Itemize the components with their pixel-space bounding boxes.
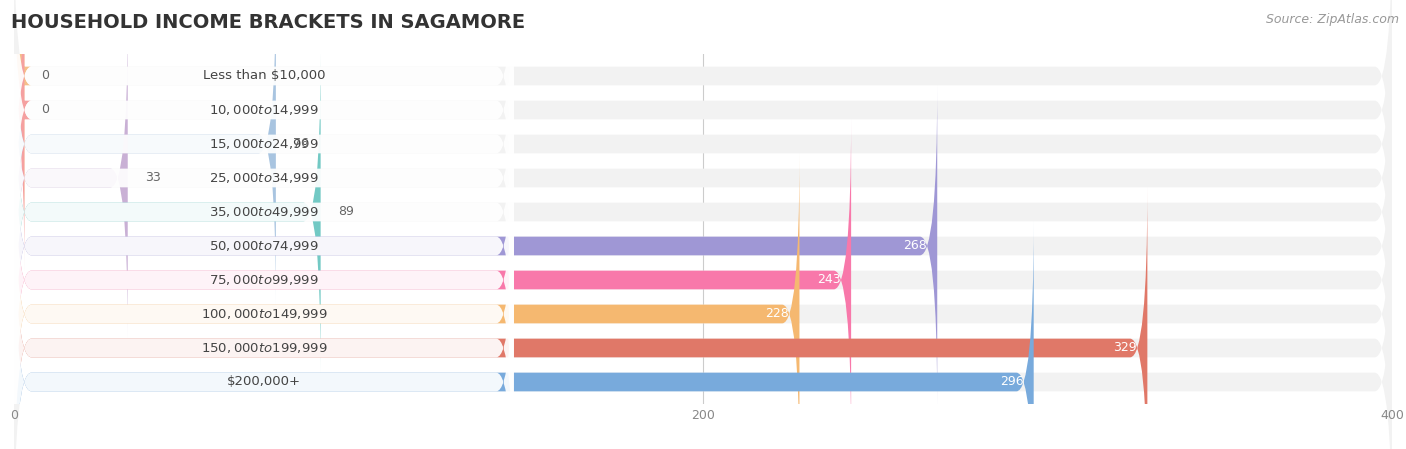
Text: $150,000 to $199,999: $150,000 to $199,999 [201, 341, 328, 355]
Text: Less than $10,000: Less than $10,000 [202, 70, 325, 83]
Text: 329: 329 [1114, 342, 1137, 355]
FancyBboxPatch shape [14, 187, 1392, 449]
FancyBboxPatch shape [14, 85, 938, 407]
Text: 228: 228 [765, 308, 789, 321]
Text: $50,000 to $74,999: $50,000 to $74,999 [209, 239, 319, 253]
FancyBboxPatch shape [7, 0, 31, 237]
FancyBboxPatch shape [14, 119, 851, 440]
FancyBboxPatch shape [14, 0, 1392, 271]
FancyBboxPatch shape [14, 154, 800, 449]
Text: 33: 33 [145, 172, 160, 185]
Text: $15,000 to $24,999: $15,000 to $24,999 [209, 137, 319, 151]
Text: $10,000 to $14,999: $10,000 to $14,999 [209, 103, 319, 117]
Text: Source: ZipAtlas.com: Source: ZipAtlas.com [1265, 13, 1399, 26]
Text: $100,000 to $149,999: $100,000 to $149,999 [201, 307, 328, 321]
FancyBboxPatch shape [14, 154, 513, 449]
FancyBboxPatch shape [14, 0, 513, 271]
Text: $35,000 to $49,999: $35,000 to $49,999 [209, 205, 319, 219]
Text: 0: 0 [42, 70, 49, 83]
Text: 89: 89 [337, 206, 354, 219]
FancyBboxPatch shape [14, 51, 513, 373]
FancyBboxPatch shape [14, 85, 1392, 407]
Text: 296: 296 [1000, 375, 1024, 388]
FancyBboxPatch shape [14, 51, 1392, 373]
FancyBboxPatch shape [14, 51, 321, 373]
FancyBboxPatch shape [14, 221, 1033, 449]
Text: HOUSEHOLD INCOME BRACKETS IN SAGAMORE: HOUSEHOLD INCOME BRACKETS IN SAGAMORE [11, 13, 526, 32]
FancyBboxPatch shape [14, 0, 513, 304]
FancyBboxPatch shape [14, 0, 513, 237]
Text: 76: 76 [292, 137, 309, 150]
FancyBboxPatch shape [14, 0, 1392, 304]
FancyBboxPatch shape [14, 154, 1392, 449]
FancyBboxPatch shape [14, 0, 1392, 237]
FancyBboxPatch shape [7, 0, 31, 271]
FancyBboxPatch shape [14, 119, 513, 440]
FancyBboxPatch shape [14, 221, 1392, 449]
FancyBboxPatch shape [14, 187, 1147, 449]
Text: $25,000 to $34,999: $25,000 to $34,999 [209, 171, 319, 185]
FancyBboxPatch shape [14, 187, 513, 449]
Text: $200,000+: $200,000+ [226, 375, 301, 388]
FancyBboxPatch shape [14, 0, 276, 304]
FancyBboxPatch shape [14, 18, 1392, 339]
Text: 268: 268 [903, 239, 927, 252]
Text: 243: 243 [817, 273, 841, 286]
FancyBboxPatch shape [14, 18, 513, 339]
FancyBboxPatch shape [14, 18, 128, 339]
FancyBboxPatch shape [14, 85, 513, 407]
Text: $75,000 to $99,999: $75,000 to $99,999 [209, 273, 319, 287]
Text: 0: 0 [42, 103, 49, 116]
FancyBboxPatch shape [14, 119, 1392, 440]
FancyBboxPatch shape [14, 221, 513, 449]
